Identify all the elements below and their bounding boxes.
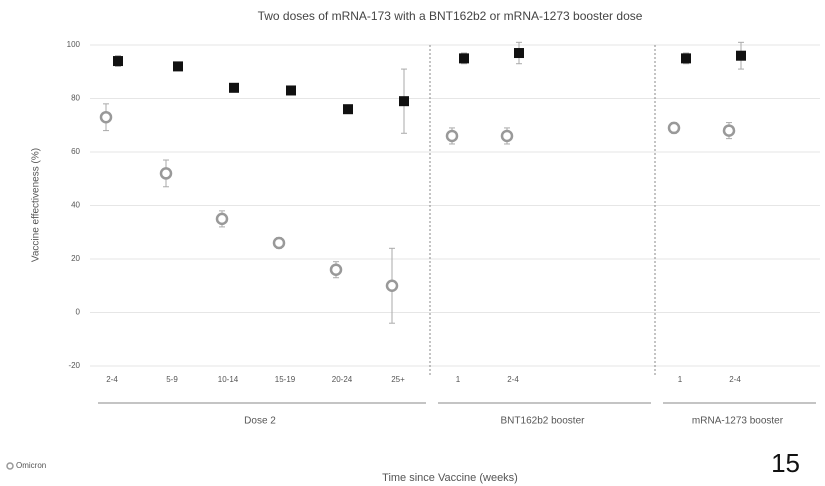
marker	[514, 48, 524, 59]
marker	[99, 110, 113, 124]
marker	[681, 53, 691, 64]
x-tick-label: 20-24	[332, 375, 353, 384]
x-tick-label: 10-14	[218, 375, 239, 384]
marker	[667, 121, 681, 135]
marker	[229, 82, 239, 93]
marker	[459, 53, 469, 64]
marker	[722, 124, 736, 137]
x-tick-label: 5-9	[166, 375, 178, 384]
marker	[500, 129, 514, 143]
x-axis-label: Time since Vaccine (weeks)	[382, 472, 518, 484]
group-label: BNT162b2 booster	[501, 416, 586, 427]
marker	[445, 129, 459, 143]
x-tick-label: 2-4	[106, 375, 118, 384]
legend-marker	[6, 462, 14, 470]
marker	[272, 236, 286, 250]
x-tick-label: 15-19	[275, 375, 296, 384]
y-tick-label: 20	[71, 254, 80, 263]
marker	[159, 167, 173, 180]
group-label: mRNA-1273 booster	[692, 416, 784, 427]
marker	[343, 104, 353, 115]
x-tick-label: 1	[678, 375, 683, 384]
page-number: 15	[771, 448, 800, 478]
y-tick-label: 100	[67, 40, 81, 49]
marker	[329, 263, 343, 276]
legend-label: Omicron	[16, 461, 46, 470]
x-tick-label: 1	[456, 375, 461, 384]
marker	[173, 61, 183, 72]
y-tick-label: -20	[68, 361, 80, 370]
y-axis-label: Vaccine effectiveness (%)	[31, 148, 42, 262]
x-tick-label: 25+	[391, 375, 405, 384]
y-tick-label: 80	[71, 94, 80, 103]
marker	[286, 85, 296, 96]
marker	[385, 279, 399, 292]
marker	[113, 56, 123, 67]
marker	[215, 212, 229, 226]
y-tick-label: 40	[71, 201, 80, 210]
y-tick-label: 60	[71, 147, 80, 156]
marker	[399, 96, 409, 107]
chart-title: Two doses of mRNA-173 with a BNT162b2 or…	[258, 9, 643, 23]
x-tick-label: 2-4	[729, 375, 741, 384]
group-label: Dose 2	[244, 416, 276, 427]
marker	[736, 50, 746, 61]
x-tick-label: 2-4	[507, 375, 519, 384]
y-tick-label: 0	[76, 308, 81, 317]
